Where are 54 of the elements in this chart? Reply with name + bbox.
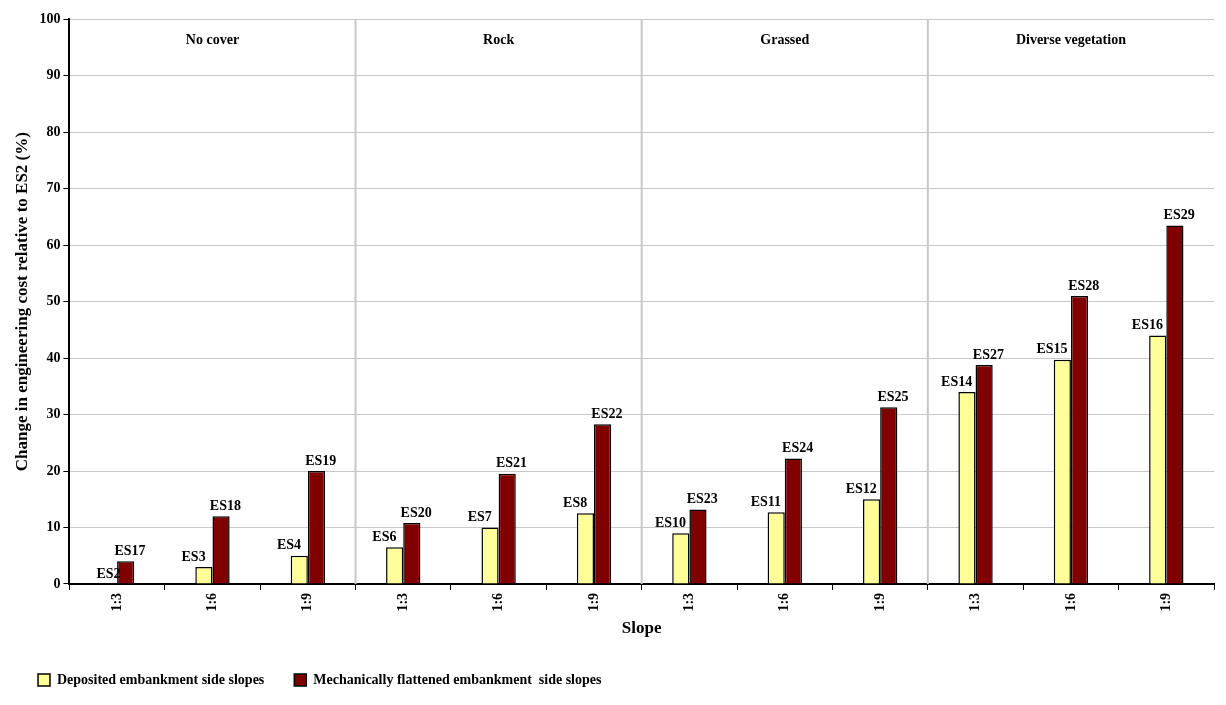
data-label: ES15 <box>1036 341 1068 357</box>
x-tick-label: 1:9 <box>871 592 887 612</box>
x-tick-label: 1:9 <box>585 592 601 612</box>
x-axis-title: Slope <box>621 618 662 638</box>
x-tick-label: 1:3 <box>394 592 410 612</box>
data-label: ES24 <box>782 440 814 456</box>
y-tick-label: 20 <box>46 462 61 478</box>
y-tick-label: 50 <box>46 293 61 309</box>
data-label: ES22 <box>591 405 623 421</box>
annotation: Rock <box>483 32 515 48</box>
data-label: ES27 <box>972 346 1004 362</box>
y-tick-label: 60 <box>46 236 61 252</box>
data-label: ES4 <box>276 537 302 553</box>
data-label: ES20 <box>400 504 432 520</box>
legend-label: Mechanically flattened embankment side slopes <box>313 671 602 687</box>
data-label: ES3 <box>181 548 206 564</box>
data-label: ES10 <box>654 514 687 530</box>
y-tick-label: 10 <box>46 519 61 535</box>
x-tick-label: 1:3 <box>967 592 983 612</box>
annotation: Diverse vegetation <box>1015 32 1127 48</box>
data-label: ES6 <box>372 528 397 544</box>
y-axis-title: Change in engineering cost relative to ES2 (%) <box>11 132 31 472</box>
data-label: ES12 <box>845 480 877 496</box>
data-label: ES28 <box>1068 277 1100 293</box>
x-tick-label: 1:9 <box>299 592 315 612</box>
data-label: ES17 <box>114 542 146 558</box>
data-label: ES16 <box>1131 317 1163 333</box>
x-tick-label: 1:9 <box>1157 592 1173 612</box>
data-label: ES18 <box>209 497 241 513</box>
x-tick-label: 1:3 <box>681 592 696 612</box>
y-tick-label: 40 <box>46 349 61 365</box>
annotation: Grassed <box>760 32 810 48</box>
y-tick-label: 100 <box>39 11 61 27</box>
annotation: No cover <box>185 32 240 48</box>
y-tick-label: 0 <box>53 575 61 591</box>
data-label: ES11 <box>750 493 782 509</box>
x-tick-label: 1:6 <box>776 592 792 612</box>
data-label: ES7 <box>467 509 492 525</box>
legend-label: Deposited embankment side slopes <box>57 671 265 687</box>
y-tick-label: 70 <box>46 180 61 196</box>
data-label: ES23 <box>686 491 718 507</box>
data-label: ES14 <box>941 373 973 389</box>
data-label: ES19 <box>305 452 337 468</box>
data-label: ES25 <box>877 388 909 404</box>
x-tick-label: 1:6 <box>490 592 506 612</box>
y-tick-label: 90 <box>46 67 61 83</box>
x-tick-label: 1:6 <box>1062 592 1078 612</box>
y-tick-label: 80 <box>46 123 61 139</box>
data-label: ES29 <box>1163 207 1195 223</box>
data-label: ES8 <box>563 494 588 510</box>
x-tick-label: 1:3 <box>108 592 124 612</box>
data-label: ES21 <box>495 455 528 471</box>
y-tick-label: 30 <box>46 406 61 422</box>
x-tick-label: 1:6 <box>204 592 220 612</box>
